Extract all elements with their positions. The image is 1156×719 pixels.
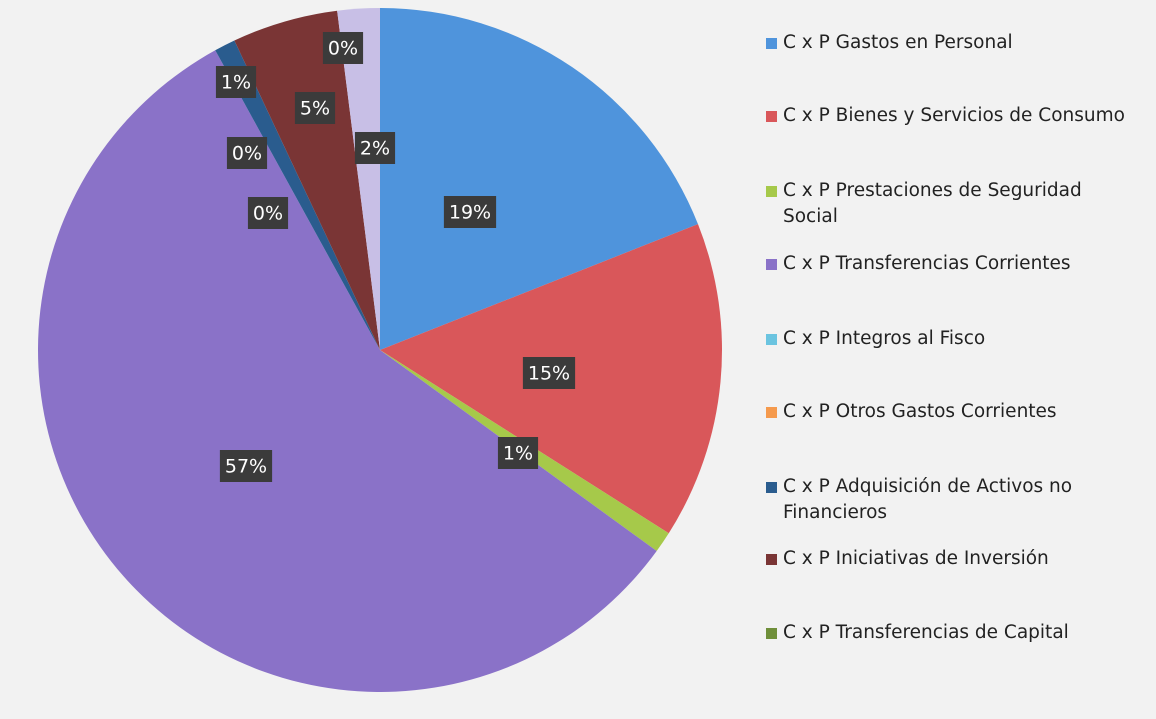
data-label-text: 0% <box>232 143 262 165</box>
legend-swatch <box>766 407 777 418</box>
legend-swatch <box>766 554 777 565</box>
pie-slice <box>234 10 380 350</box>
legend-entry: C x P Adquisición de Activos no Financie… <box>766 474 1138 526</box>
data-label-text: 0% <box>253 203 283 225</box>
legend-entry: C x P Iniciativas de Inversión <box>766 546 1138 572</box>
legend-label: C x P Prestaciones de Seguridad Social <box>783 180 1082 227</box>
legend-swatch <box>766 111 777 122</box>
legend-label: C x P Transferencias de Capital <box>783 622 1069 643</box>
data-label-text: 5% <box>300 98 330 120</box>
legend-swatch <box>766 334 777 345</box>
pie-slice <box>380 8 698 350</box>
legend-label: C x P Adquisición de Activos no Financie… <box>783 476 1073 523</box>
data-label-text: 57% <box>225 456 267 478</box>
legend-entry: C x P Gastos en Personal <box>766 30 1138 56</box>
legend-swatch <box>766 259 777 270</box>
legend-entry: C x P Bienes y Servicios de Consumo <box>766 103 1138 129</box>
data-label-box <box>354 132 396 164</box>
data-label: 0% <box>226 137 268 169</box>
data-label: 19% <box>443 196 497 228</box>
data-label-box <box>247 197 289 229</box>
data-label-box <box>215 66 257 98</box>
legend-entry: C x P Integros al Fisco <box>766 326 1138 352</box>
legend-label: C x P Gastos en Personal <box>783 32 1013 53</box>
pie-area: 19% 15% 1% 57% 0% 0% 1% 5% 0% 2% <box>38 8 722 693</box>
data-label-text: 19% <box>449 202 491 224</box>
legend-label: C x P Integros al Fisco <box>783 328 986 349</box>
data-label: 57% <box>219 450 273 482</box>
legend-swatch <box>766 482 777 493</box>
pie-slice <box>337 8 380 350</box>
data-label: 0% <box>322 32 364 64</box>
data-label-box <box>443 196 497 228</box>
data-label: 15% <box>522 357 576 389</box>
data-label-box <box>497 437 539 469</box>
data-label-box <box>219 450 273 482</box>
data-label-text: 15% <box>528 363 570 385</box>
legend-entry: C x P Prestaciones de Seguridad Social <box>766 178 1138 230</box>
pie-slice <box>215 40 380 351</box>
data-label: 1% <box>215 66 257 98</box>
data-label: 5% <box>294 92 336 124</box>
legend-swatch <box>766 38 777 49</box>
data-label: 0% <box>247 197 289 229</box>
data-label-text: 1% <box>503 443 533 465</box>
data-label-box <box>322 32 364 64</box>
data-label-box <box>226 137 268 169</box>
data-label: 2% <box>354 132 396 164</box>
data-label-box <box>294 92 336 124</box>
legend-label: C x P Bienes y Servicios de Consumo <box>783 105 1125 126</box>
legend-label: C x P Transferencias Corrientes <box>783 253 1071 274</box>
data-label: 1% <box>497 437 539 469</box>
legend-swatch <box>766 186 777 197</box>
data-label-text: 1% <box>221 72 251 94</box>
data-label-text: 2% <box>360 138 390 160</box>
legend-label: C x P Iniciativas de Inversión <box>783 548 1049 569</box>
legend-entry: C x P Transferencias Corrientes <box>766 251 1138 277</box>
legend-entry: C x P Transferencias de Capital <box>766 620 1138 646</box>
pie-slice <box>38 50 657 693</box>
data-label-box <box>522 357 576 389</box>
legend-entry: C x P Otros Gastos Corrientes <box>766 399 1138 425</box>
data-label-text: 0% <box>328 38 358 60</box>
legend-label: C x P Otros Gastos Corrientes <box>783 401 1057 422</box>
legend-swatch <box>766 628 777 639</box>
